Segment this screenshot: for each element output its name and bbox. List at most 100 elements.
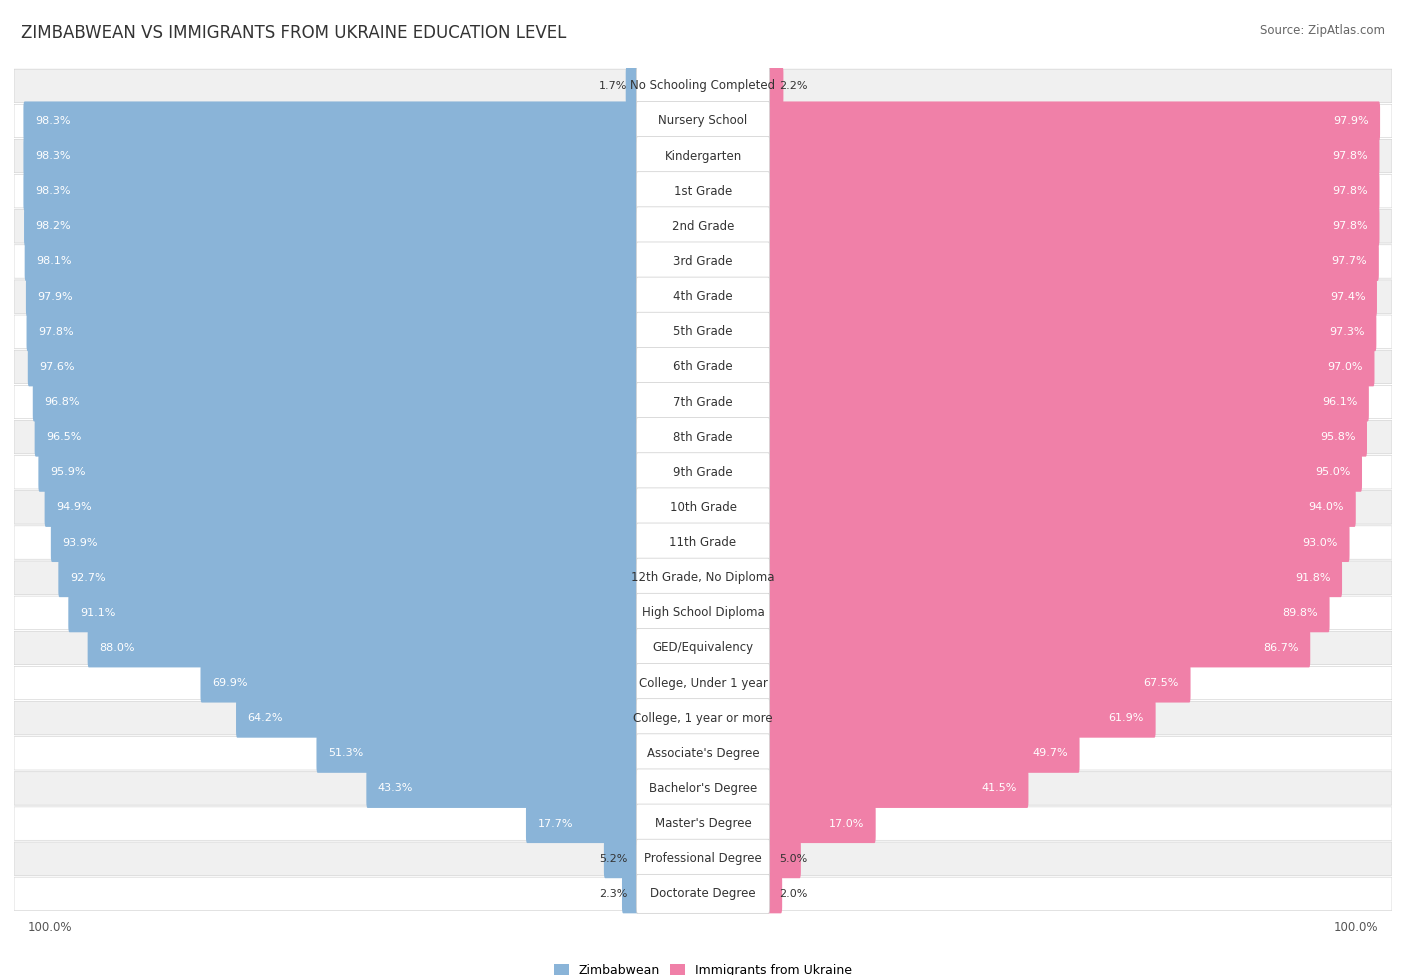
Text: 96.5%: 96.5% xyxy=(46,432,82,442)
Text: Doctorate Degree: Doctorate Degree xyxy=(650,887,756,900)
Text: 5.2%: 5.2% xyxy=(599,854,627,864)
Legend: Zimbabwean, Immigrants from Ukraine: Zimbabwean, Immigrants from Ukraine xyxy=(548,958,858,975)
Text: 97.8%: 97.8% xyxy=(38,327,73,336)
FancyBboxPatch shape xyxy=(637,66,769,105)
FancyBboxPatch shape xyxy=(768,875,782,914)
FancyBboxPatch shape xyxy=(14,385,1392,418)
FancyBboxPatch shape xyxy=(14,175,1392,208)
Text: 96.1%: 96.1% xyxy=(1322,397,1357,407)
FancyBboxPatch shape xyxy=(637,664,769,703)
FancyBboxPatch shape xyxy=(637,452,769,491)
Text: 2.3%: 2.3% xyxy=(599,889,627,899)
Text: 11th Grade: 11th Grade xyxy=(669,536,737,549)
FancyBboxPatch shape xyxy=(637,629,769,668)
FancyBboxPatch shape xyxy=(14,420,1392,453)
Text: 97.8%: 97.8% xyxy=(1333,186,1368,196)
FancyBboxPatch shape xyxy=(28,347,638,386)
Text: 6th Grade: 6th Grade xyxy=(673,361,733,373)
FancyBboxPatch shape xyxy=(45,488,638,526)
FancyBboxPatch shape xyxy=(637,804,769,843)
FancyBboxPatch shape xyxy=(637,875,769,914)
Text: 69.9%: 69.9% xyxy=(212,678,247,688)
Text: 64.2%: 64.2% xyxy=(247,713,283,723)
FancyBboxPatch shape xyxy=(768,242,1379,281)
FancyBboxPatch shape xyxy=(626,66,638,105)
FancyBboxPatch shape xyxy=(768,417,1367,456)
FancyBboxPatch shape xyxy=(32,382,638,421)
FancyBboxPatch shape xyxy=(637,136,769,175)
Text: Associate's Degree: Associate's Degree xyxy=(647,747,759,760)
FancyBboxPatch shape xyxy=(24,136,638,175)
Text: 1st Grade: 1st Grade xyxy=(673,184,733,198)
Text: 51.3%: 51.3% xyxy=(328,749,363,759)
Text: College, 1 year or more: College, 1 year or more xyxy=(633,712,773,724)
FancyBboxPatch shape xyxy=(14,315,1392,348)
Text: Source: ZipAtlas.com: Source: ZipAtlas.com xyxy=(1260,24,1385,37)
FancyBboxPatch shape xyxy=(637,347,769,386)
FancyBboxPatch shape xyxy=(14,878,1392,911)
Text: High School Diploma: High School Diploma xyxy=(641,606,765,619)
Text: 97.3%: 97.3% xyxy=(1329,327,1365,336)
Text: 98.2%: 98.2% xyxy=(35,221,72,231)
FancyBboxPatch shape xyxy=(14,842,1392,876)
FancyBboxPatch shape xyxy=(14,772,1392,805)
FancyBboxPatch shape xyxy=(24,172,638,211)
FancyBboxPatch shape xyxy=(637,382,769,421)
Text: Nursery School: Nursery School xyxy=(658,114,748,128)
Text: 12th Grade, No Diploma: 12th Grade, No Diploma xyxy=(631,571,775,584)
FancyBboxPatch shape xyxy=(768,558,1343,597)
FancyBboxPatch shape xyxy=(236,699,638,738)
FancyBboxPatch shape xyxy=(14,666,1392,700)
Text: 9th Grade: 9th Grade xyxy=(673,466,733,479)
FancyBboxPatch shape xyxy=(768,312,1376,351)
Text: 93.9%: 93.9% xyxy=(62,537,98,548)
Text: 97.8%: 97.8% xyxy=(1333,151,1368,161)
FancyBboxPatch shape xyxy=(14,561,1392,595)
Text: Professional Degree: Professional Degree xyxy=(644,852,762,865)
Text: ZIMBABWEAN VS IMMIGRANTS FROM UKRAINE EDUCATION LEVEL: ZIMBABWEAN VS IMMIGRANTS FROM UKRAINE ED… xyxy=(21,24,567,42)
FancyBboxPatch shape xyxy=(637,312,769,351)
FancyBboxPatch shape xyxy=(51,523,638,562)
FancyBboxPatch shape xyxy=(768,734,1080,773)
Text: No Schooling Completed: No Schooling Completed xyxy=(630,79,776,93)
Text: 17.0%: 17.0% xyxy=(828,819,865,829)
Text: 2nd Grade: 2nd Grade xyxy=(672,219,734,233)
FancyBboxPatch shape xyxy=(14,807,1392,840)
FancyBboxPatch shape xyxy=(69,594,638,632)
FancyBboxPatch shape xyxy=(35,417,638,456)
FancyBboxPatch shape xyxy=(637,277,769,316)
FancyBboxPatch shape xyxy=(14,737,1392,770)
FancyBboxPatch shape xyxy=(14,455,1392,488)
FancyBboxPatch shape xyxy=(14,350,1392,383)
Text: 98.1%: 98.1% xyxy=(37,256,72,266)
Text: 67.5%: 67.5% xyxy=(1143,678,1180,688)
FancyBboxPatch shape xyxy=(768,769,1028,808)
Text: College, Under 1 year: College, Under 1 year xyxy=(638,677,768,689)
Text: 96.8%: 96.8% xyxy=(45,397,80,407)
FancyBboxPatch shape xyxy=(637,523,769,562)
Text: GED/Equivalency: GED/Equivalency xyxy=(652,642,754,654)
FancyBboxPatch shape xyxy=(768,101,1381,140)
Text: 91.8%: 91.8% xyxy=(1295,572,1330,583)
FancyBboxPatch shape xyxy=(768,664,1191,703)
Text: 97.9%: 97.9% xyxy=(38,292,73,301)
Text: 41.5%: 41.5% xyxy=(981,784,1017,794)
FancyBboxPatch shape xyxy=(25,242,638,281)
Text: 93.0%: 93.0% xyxy=(1302,537,1339,548)
FancyBboxPatch shape xyxy=(637,734,769,773)
Text: 95.0%: 95.0% xyxy=(1315,467,1350,478)
Text: 97.8%: 97.8% xyxy=(1333,221,1368,231)
FancyBboxPatch shape xyxy=(14,526,1392,560)
FancyBboxPatch shape xyxy=(14,490,1392,525)
FancyBboxPatch shape xyxy=(14,139,1392,173)
FancyBboxPatch shape xyxy=(14,245,1392,278)
FancyBboxPatch shape xyxy=(201,664,638,703)
FancyBboxPatch shape xyxy=(621,875,638,914)
FancyBboxPatch shape xyxy=(87,629,638,668)
FancyBboxPatch shape xyxy=(768,382,1369,421)
Text: Bachelor's Degree: Bachelor's Degree xyxy=(650,782,756,795)
FancyBboxPatch shape xyxy=(637,594,769,632)
FancyBboxPatch shape xyxy=(637,101,769,140)
Text: 92.7%: 92.7% xyxy=(70,572,105,583)
Text: 94.9%: 94.9% xyxy=(56,502,91,513)
